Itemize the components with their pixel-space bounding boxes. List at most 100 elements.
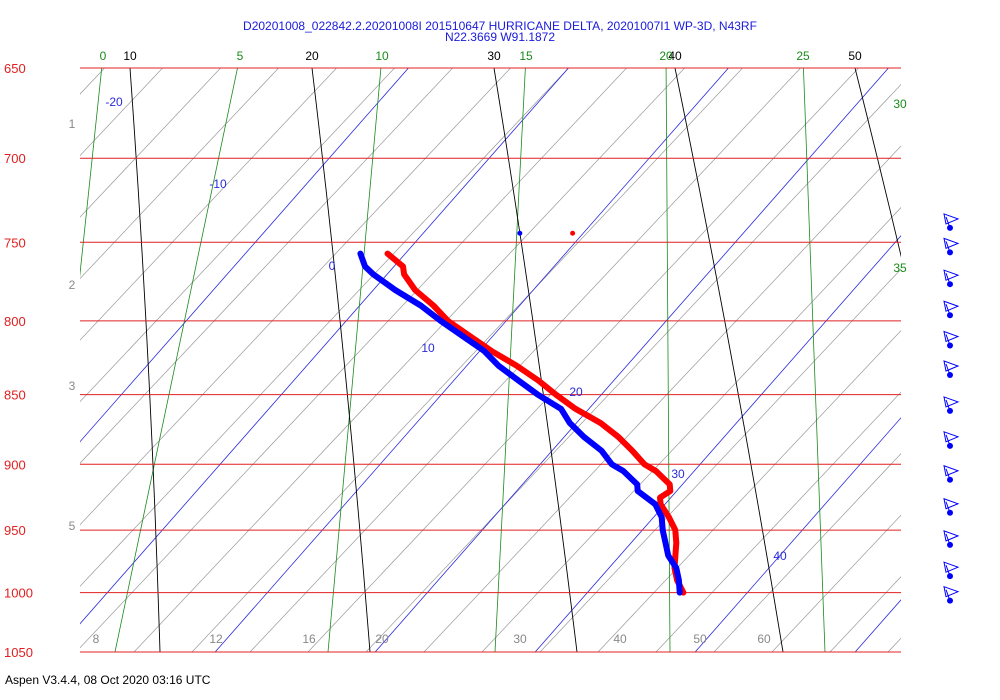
dry-adiabat-line [713,453,901,652]
adiabat-bottom-label: 20 [375,632,389,646]
pressure-label: 700 [4,151,26,166]
dry-adiabat-line [829,576,901,652]
theta-e-label: 20 [569,385,583,399]
dry-adiabat-line [771,514,901,652]
dry-adiabat-line [597,330,901,652]
theta-e-line [854,599,901,652]
software-version-footer: Aspen V3.4.4, 08 Oct 2020 03:16 UTC [5,673,211,687]
dry-adiabat-line [80,68,338,341]
isobar-lines [80,67,901,653]
adiabat-bottom-label: 16 [302,632,316,646]
dry-adiabat-line [307,68,860,652]
isotherm-line [311,68,371,652]
dry-adiabat-line [946,58,1000,652]
theta-e-label: -10 [209,177,227,191]
sounding-profiles [357,230,687,596]
isotherm-line [493,68,578,652]
isotherm-label: 40 [668,49,682,63]
dry-adiabat-line [80,68,628,649]
temperature-top-point [570,230,576,236]
mixing-ratio-line [494,68,526,652]
mixing-ratio-label: 30 [893,97,907,111]
dry-adiabat-line [365,84,901,652]
theta-e-line [694,417,901,652]
adiabat-left-label: 5 [69,519,76,533]
pressure-label: 650 [4,61,26,76]
theta-e-line [534,235,901,652]
isotherm-label: 30 [487,49,501,63]
dry-adiabat-line [655,391,901,652]
dry-adiabat-line [0,58,56,652]
wind-barb [943,530,960,548]
pressure-label: 900 [4,457,26,472]
dry-adiabat-line [80,68,396,403]
wind-barb [943,269,960,288]
dry-adiabat-line [481,207,901,652]
isotherm-label: 50 [848,49,862,63]
wind-barbs [943,213,960,604]
pressure-label: 1000 [4,586,33,601]
mixing-ratio-label: 20 [659,49,673,63]
dry-adiabat-line [423,145,901,652]
dry-adiabat-line [80,68,280,280]
dry-adiabat-line [80,68,512,526]
chart-title-line1: D20201008_022842.2.20201008I 201510647 H… [243,19,757,33]
wind-barb [943,464,960,483]
wind-barb [943,497,960,516]
wind-barb [943,360,960,378]
theta-e-line [80,68,569,625]
chart-title-line2: N22.3669 W91.1872 [445,30,555,44]
pressure-label: 800 [4,314,26,329]
adiabat-bottom-label: 30 [513,632,527,646]
mixing-ratio-label: 0 [100,49,107,63]
dewpoint-profile-line [357,250,683,596]
dry-adiabat-line [191,68,744,652]
dry-adiabat-line [80,68,570,587]
theta-e-line [214,68,729,652]
theta-e-label: 10 [421,341,435,355]
adiabat-bottom-label: 40 [613,632,627,646]
dry-adiabat-line [80,68,106,95]
theta-e-label: 40 [773,549,787,563]
dry-adiabat-line [539,268,901,652]
wind-barb [943,237,960,256]
pressure-label: 750 [4,235,26,250]
theta-e-line [80,68,409,443]
wind-barb [943,431,960,449]
mixing-ratio-label: 25 [796,49,810,63]
pressure-label: 850 [4,388,26,403]
mixing-ratio-label: 35 [893,261,907,275]
mixing-ratio-line [114,68,238,652]
mixing-ratio-line [803,68,826,652]
pressure-label: 1050 [4,645,33,660]
theta-e-label: -20 [105,95,123,109]
wind-barb [943,330,960,349]
adiabat-left-label: 3 [69,379,76,393]
temperature-profile-line [384,250,687,596]
theta-e-line [374,68,889,652]
dewpoint-top-point [517,230,523,236]
pressure-label: 950 [4,523,26,538]
isotherm-line [854,68,901,258]
wind-barb [943,396,960,414]
mixing-ratio-label: 5 [237,49,244,63]
mixing-ratio-line [80,68,103,278]
wind-barb [943,561,960,580]
dry-adiabat-line [80,68,454,464]
mixing-ratio-line [930,56,970,652]
wind-barb [943,213,960,231]
mixing-ratio-label: 15 [519,49,533,63]
mixing-ratio-line [327,68,382,652]
isotherm-label: 10 [123,49,137,63]
isotherm-line [129,68,161,652]
isotherm-label: 20 [305,49,319,63]
theta-e-label: 0 [329,259,336,273]
dry-adiabat-line [80,68,222,218]
adiabat-bottom-label: 12 [209,632,223,646]
dry-adiabat-line [133,68,686,652]
wind-barb [943,585,960,604]
mixing-ratio-label: 10 [375,49,389,63]
